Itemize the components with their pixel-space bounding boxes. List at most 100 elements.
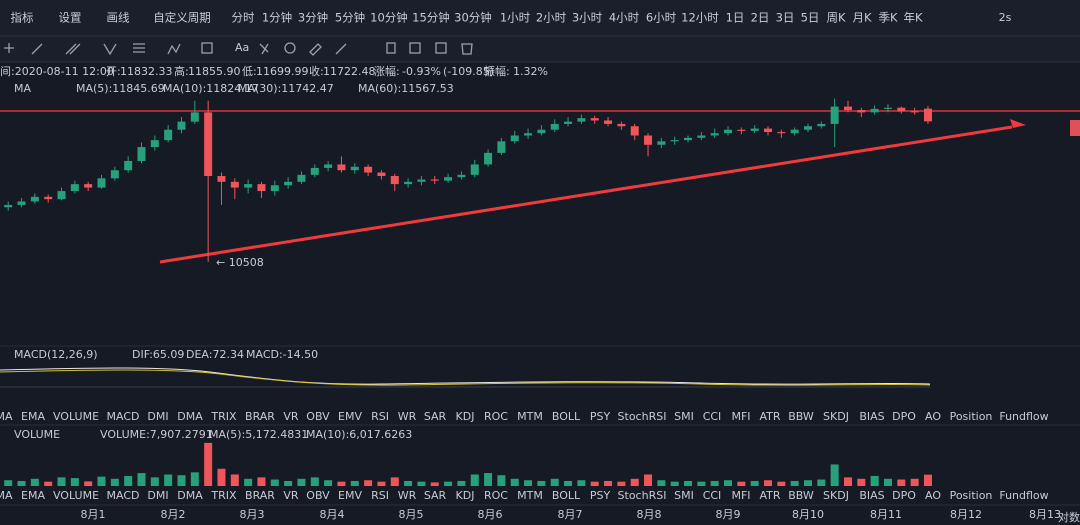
indicator-tab[interactable]: CCI	[703, 489, 722, 502]
toolbar-button[interactable]: 5日	[801, 11, 820, 25]
indicator-tab[interactable]: ROC	[484, 410, 508, 423]
fib-tool[interactable]	[133, 43, 145, 53]
font-button[interactable]: Aa	[235, 41, 249, 54]
indicator-tab[interactable]: MFI	[731, 410, 750, 423]
indicator-tab[interactable]: BRAR	[245, 410, 275, 423]
indicator-tab[interactable]: BBW	[788, 410, 814, 423]
indicator-tab[interactable]: VR	[283, 410, 299, 423]
indicator-tab[interactable]: Fundflow	[999, 410, 1048, 423]
indicator-tab[interactable]: DPO	[892, 489, 916, 502]
lock-tool[interactable]	[386, 42, 396, 54]
indicator-tab[interactable]: DPO	[892, 410, 916, 423]
toolbar-button[interactable]: 周K	[826, 11, 845, 25]
indicator-tab[interactable]: Fundflow	[999, 489, 1048, 502]
indicator-tab[interactable]: BRAR	[245, 489, 275, 502]
indicator-tab[interactable]: SAR	[424, 489, 447, 502]
indicator-tab[interactable]: DMA	[177, 489, 203, 502]
indicator-tab[interactable]: PSY	[590, 410, 611, 423]
toolbar-button[interactable]: 4小时	[609, 11, 640, 25]
toolbar-button[interactable]: 5分钟	[335, 11, 365, 25]
pitchfork-tool[interactable]	[103, 43, 117, 56]
crosshair-tool[interactable]	[4, 43, 14, 53]
shape-tool[interactable]	[201, 42, 213, 54]
indicator-tab[interactable]: Position	[950, 489, 993, 502]
toolbar-button[interactable]: 30分钟	[454, 11, 492, 25]
indicator-tab[interactable]: MTM	[517, 489, 543, 502]
indicator-tab[interactable]: AO	[925, 489, 941, 502]
toolbar-button[interactable]: 1分钟	[262, 11, 292, 25]
toolbar-button[interactable]: 2日	[751, 11, 770, 25]
indicator-tab[interactable]: EMA	[21, 410, 45, 423]
indicator-tab[interactable]: SKDJ	[823, 489, 849, 502]
indicator-tab[interactable]: SMI	[674, 410, 694, 423]
toolbar-button[interactable]: 1小时	[500, 11, 531, 25]
toolbar-button[interactable]: 月K	[852, 11, 871, 25]
scale-mode[interactable]: 对数	[1058, 510, 1080, 524]
indicator-tab[interactable]: PSY	[590, 489, 611, 502]
toolbar-button[interactable]: 3分钟	[298, 11, 328, 25]
hide-tool[interactable]	[409, 42, 421, 54]
indicator-tab[interactable]: TRIX	[210, 489, 237, 502]
indicator-tab[interactable]: VOLUME	[53, 410, 99, 423]
indicator-tab[interactable]: BOLL	[552, 489, 581, 502]
ruler-tool[interactable]	[309, 43, 322, 56]
toolbar-button[interactable]: 年K	[903, 11, 922, 25]
refresh-interval[interactable]: 2s	[999, 11, 1012, 24]
indicator-tab[interactable]: AO	[925, 410, 941, 423]
toolbar-button[interactable]: 15分钟	[412, 11, 450, 25]
indicator-tab[interactable]: ATR	[759, 410, 780, 423]
indicator-tab[interactable]: CCI	[703, 410, 722, 423]
indicator-tab[interactable]: MFI	[731, 489, 750, 502]
indicator-tab[interactable]: WR	[398, 489, 417, 502]
toolbar-button[interactable]: 12小时	[681, 11, 719, 25]
indicator-tab[interactable]: TRIX	[210, 410, 237, 423]
indicator-tab[interactable]: ROC	[484, 489, 508, 502]
toolbar-button[interactable]: 1日	[726, 11, 745, 25]
indicator-tab[interactable]: MTM	[517, 410, 543, 423]
indicator-tab[interactable]: SKDJ	[823, 410, 849, 423]
toolbar-button[interactable]: 设置	[59, 11, 82, 25]
indicator-tab[interactable]: Position	[950, 410, 993, 423]
indicator-tab[interactable]: ATR	[759, 489, 780, 502]
clone-tool[interactable]	[435, 42, 447, 54]
indicator-tab[interactable]: VR	[283, 489, 299, 502]
indicator-tab[interactable]: MACD	[107, 489, 140, 502]
draw-tools[interactable]	[4, 42, 473, 56]
toolbar-button[interactable]: 分时	[232, 11, 255, 25]
channel-tool[interactable]	[65, 43, 81, 55]
indicator-tab[interactable]: KDJ	[456, 410, 475, 423]
indicator-tab[interactable]: EMV	[338, 489, 362, 502]
indicator-tab[interactable]: MACD	[107, 410, 140, 423]
toolbar-button[interactable]: 10分钟	[370, 11, 408, 25]
icon-tool[interactable]	[284, 42, 296, 54]
toolbar-button[interactable]: 自定义周期	[153, 11, 211, 25]
indicator-tab[interactable]: DMA	[177, 410, 203, 423]
indicator-tab[interactable]: WR	[398, 410, 417, 423]
indicator-tab[interactable]: KDJ	[456, 489, 475, 502]
toolbar-button[interactable]: 季K	[878, 11, 897, 25]
indicator-tab[interactable]: BOLL	[552, 410, 581, 423]
wave-tool[interactable]	[167, 43, 181, 55]
delete-tool[interactable]	[461, 43, 473, 55]
indicator-tab[interactable]: MA	[0, 410, 13, 423]
indicator-tab[interactable]: VOLUME	[53, 489, 99, 502]
measure-tool[interactable]	[259, 43, 269, 55]
toolbar-button[interactable]: 6小时	[646, 11, 677, 25]
indicator-tab[interactable]: MA	[0, 489, 13, 502]
indicator-tab[interactable]: SMI	[674, 489, 694, 502]
toolbar-button[interactable]: 指标	[11, 11, 34, 25]
indicator-tab[interactable]: EMV	[338, 410, 362, 423]
indicator-tab[interactable]: RSI	[371, 410, 389, 423]
indicator-tab[interactable]: DMI	[147, 410, 168, 423]
indicator-tab[interactable]: BIAS	[859, 410, 884, 423]
toolbar-button[interactable]: 2小时	[536, 11, 567, 25]
line-tool[interactable]	[31, 43, 43, 55]
indicator-tab[interactable]: OBV	[306, 489, 330, 502]
indicator-tab[interactable]: BBW	[788, 489, 814, 502]
indicator-tab[interactable]: OBV	[306, 410, 330, 423]
indicator-tab[interactable]: StochRSI	[618, 410, 667, 423]
pen-tool[interactable]	[335, 43, 347, 55]
indicator-tab[interactable]: BIAS	[859, 489, 884, 502]
indicator-tab[interactable]: RSI	[371, 489, 389, 502]
indicator-tab[interactable]: DMI	[147, 489, 168, 502]
